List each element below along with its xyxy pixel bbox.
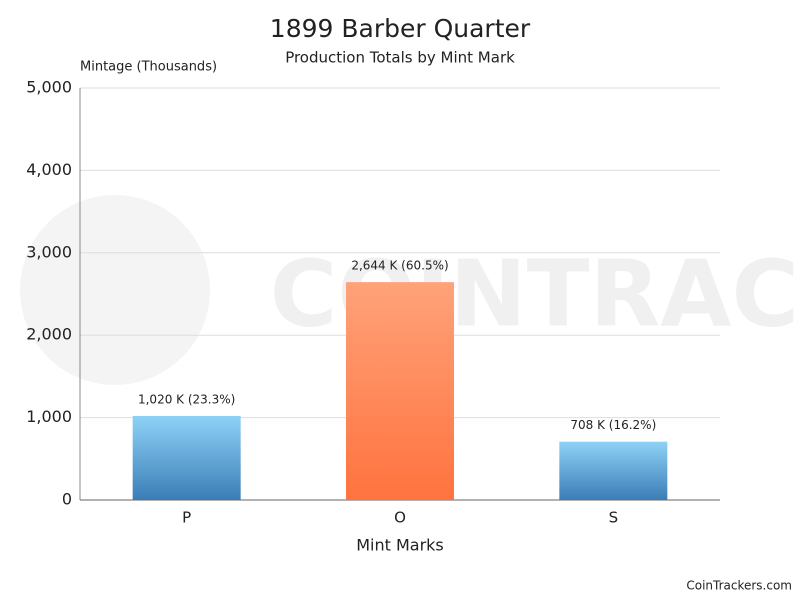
- x-tick-label: S: [609, 509, 619, 527]
- bar: [559, 442, 667, 500]
- chart-title: 1899 Barber Quarter: [270, 14, 531, 43]
- watermark-logo: [20, 195, 210, 385]
- y-tick-label: 1,000: [26, 407, 72, 426]
- y-tick-label: 4,000: [26, 160, 72, 179]
- x-tick-label: P: [182, 509, 191, 527]
- bar: [133, 416, 241, 500]
- data-label: 708 K (16.2%): [570, 418, 656, 432]
- y-tick-label: 3,000: [26, 242, 72, 261]
- chart-subtitle: Production Totals by Mint Mark: [285, 49, 515, 67]
- y-axis-title: Mintage (Thousands): [80, 60, 217, 75]
- data-label: 2,644 K (60.5%): [351, 259, 448, 273]
- credit: CoinTrackers.com: [686, 579, 792, 593]
- y-tick-label: 0: [62, 490, 72, 509]
- x-axis-title: Mint Marks: [356, 536, 444, 555]
- y-tick-label: 2,000: [26, 325, 72, 344]
- x-tick-label: O: [394, 509, 406, 527]
- y-tick-label: 5,000: [26, 78, 72, 97]
- bar: [346, 282, 454, 500]
- data-label: 1,020 K (23.3%): [138, 392, 235, 406]
